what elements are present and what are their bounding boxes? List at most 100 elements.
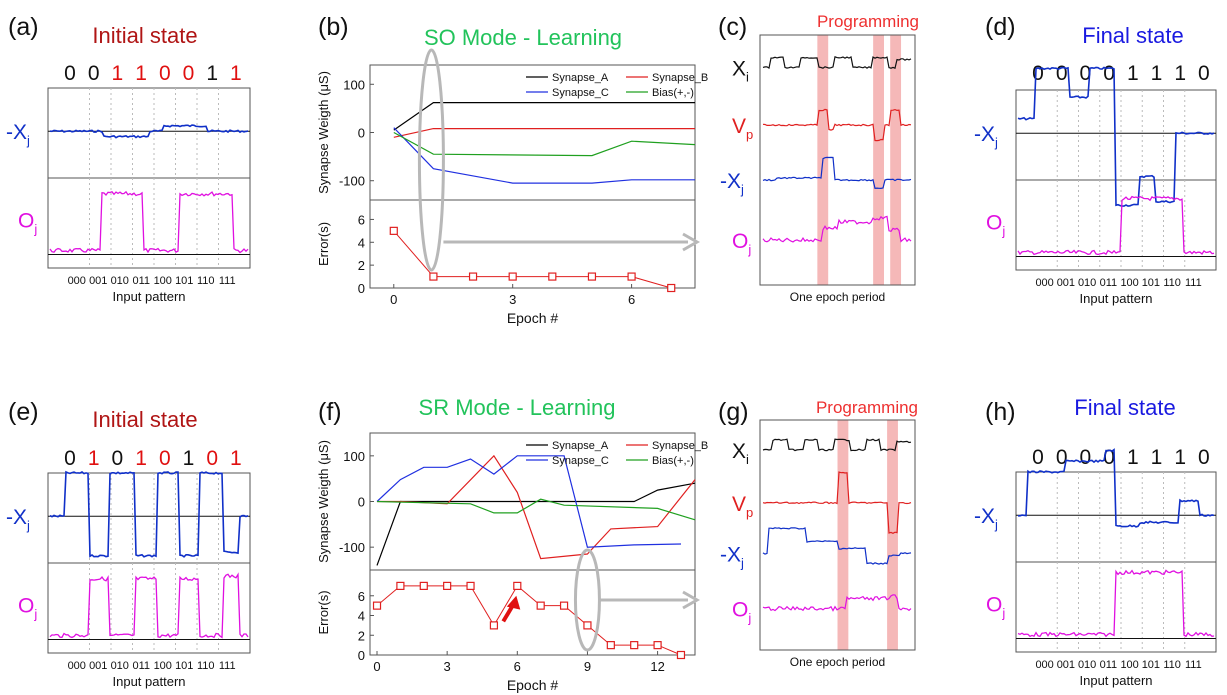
legend-entry: Synapse_C [552,87,609,99]
y-tick-label: 100 [343,77,365,92]
trace-xi [762,55,912,70]
series-line-Synapse_B [393,128,695,138]
x-tick-label: 9 [584,659,591,674]
bit-a: 1 [135,62,147,85]
bit-e: 0 [159,447,171,470]
bit-a: 0 [183,62,195,85]
x-tick: 101 [175,275,193,287]
bit-a: 1 [112,62,124,85]
xj-trace [1018,448,1215,528]
highlight-ellipse [573,548,601,652]
programming-band [887,420,898,650]
bit-e: 0 [64,447,76,470]
error-point [508,272,517,281]
x-tick: 001 [1057,659,1075,671]
x-tick: 101 [175,660,193,672]
legend-entry: Synapse_A [552,72,609,84]
error-point [419,581,428,590]
y-axis-label-weight: Synapse Weigth (μS) [316,71,331,194]
bit-a: 1 [230,62,242,85]
y-axis-label-error: Error(s) [316,590,331,634]
error-point [429,272,438,281]
x-tick: 011 [132,275,150,287]
error-point [443,581,452,590]
title-initial-state-e: Initial state [92,407,197,432]
xlabel-input-pattern: Input pattern [113,289,186,304]
programming-band [890,35,902,285]
bit-h: 0 [1032,446,1044,469]
x-tick: 111 [1185,659,1202,671]
error-point [466,581,475,590]
error-point [587,272,597,281]
xlabel-epoch-period: One epoch period [790,290,885,304]
bit-d: 1 [1127,62,1139,85]
plot-frame [369,432,696,656]
x-tick: 111 [1185,277,1202,289]
y-tick-label: 2 [358,628,365,643]
x-tick: 110 [197,660,215,672]
series-line-Synapse_C [376,455,682,548]
gray-arrow-head [682,590,701,610]
error-point [559,601,569,610]
xlabel-input-pattern: Input pattern [1080,673,1153,688]
trace-oj [762,594,912,612]
panel-letter: (b) [318,13,349,41]
bit-e: 1 [88,447,100,470]
x-tick: 110 [197,275,215,287]
x-tick: 011 [132,660,150,672]
xj-trace [1017,66,1215,207]
panel-letter: (a) [8,13,39,41]
bit-d: 0 [1198,62,1210,85]
legend-entry: Bias(+,-) [652,455,694,467]
x-tick: 100 [154,275,172,287]
bit-h: 0 [1103,446,1115,469]
y-tick-label: 0 [358,495,365,510]
bit-e: 1 [135,447,147,470]
panel-letter: (c) [718,13,747,41]
bit-h: 1 [1127,446,1139,469]
trace-oj [762,215,912,243]
trace-xj [762,156,912,190]
x-tick-label: 3 [509,292,516,307]
bit-d: 1 [1174,62,1186,85]
error-point [513,581,522,590]
oj-label: Oj [18,210,37,237]
chart-f: -100 0 100 0 2 4 6 0 3 6 9 12 Epoch # Synapse Weigth … [316,432,708,693]
y-tick-label: 0 [358,648,365,663]
x-tick: 110 [1163,659,1181,671]
xj-label: -Xj [6,506,30,533]
bit-h: 0 [1198,446,1210,469]
panel-d: 000 001 010 011 100 101 110 111 Input pattern [1015,66,1217,306]
title-initial-state-a: Initial state [92,23,197,48]
error-point [489,621,499,630]
trace-vp [762,108,912,142]
bit-e: 1 [230,447,242,470]
x-tick: 010 [1078,659,1096,671]
x-tick: 011 [1100,277,1118,289]
panel-g: One epoch period [759,419,916,669]
title-programming-g: Programming [816,398,918,417]
bit-a: 0 [64,62,76,85]
x-tick: 111 [219,660,236,672]
vp-label: Vp [732,115,753,142]
legend-entry: Synapse_A [552,440,609,452]
series-line-Bias(+,-) [376,498,696,521]
bit-e: 1 [183,447,195,470]
bit-h: 1 [1174,446,1186,469]
oj-label: Oj [986,594,1005,621]
series-line-Synapse_C [393,127,695,184]
y-tick-label: 0 [358,126,365,141]
error-point [468,272,478,281]
error-point [667,283,676,293]
series-line-Synapse_A [376,482,696,566]
error-point [372,601,382,610]
xj-label: -Xj [720,170,744,197]
y-tick-label: 4 [358,235,365,250]
x-tick: 001 [89,275,107,287]
xj-label: -Xj [720,543,744,570]
legend-entry: Bias(+,-) [652,87,694,99]
title-final-state-h: Final state [1074,395,1176,420]
x-tick-label: 0 [373,659,380,674]
